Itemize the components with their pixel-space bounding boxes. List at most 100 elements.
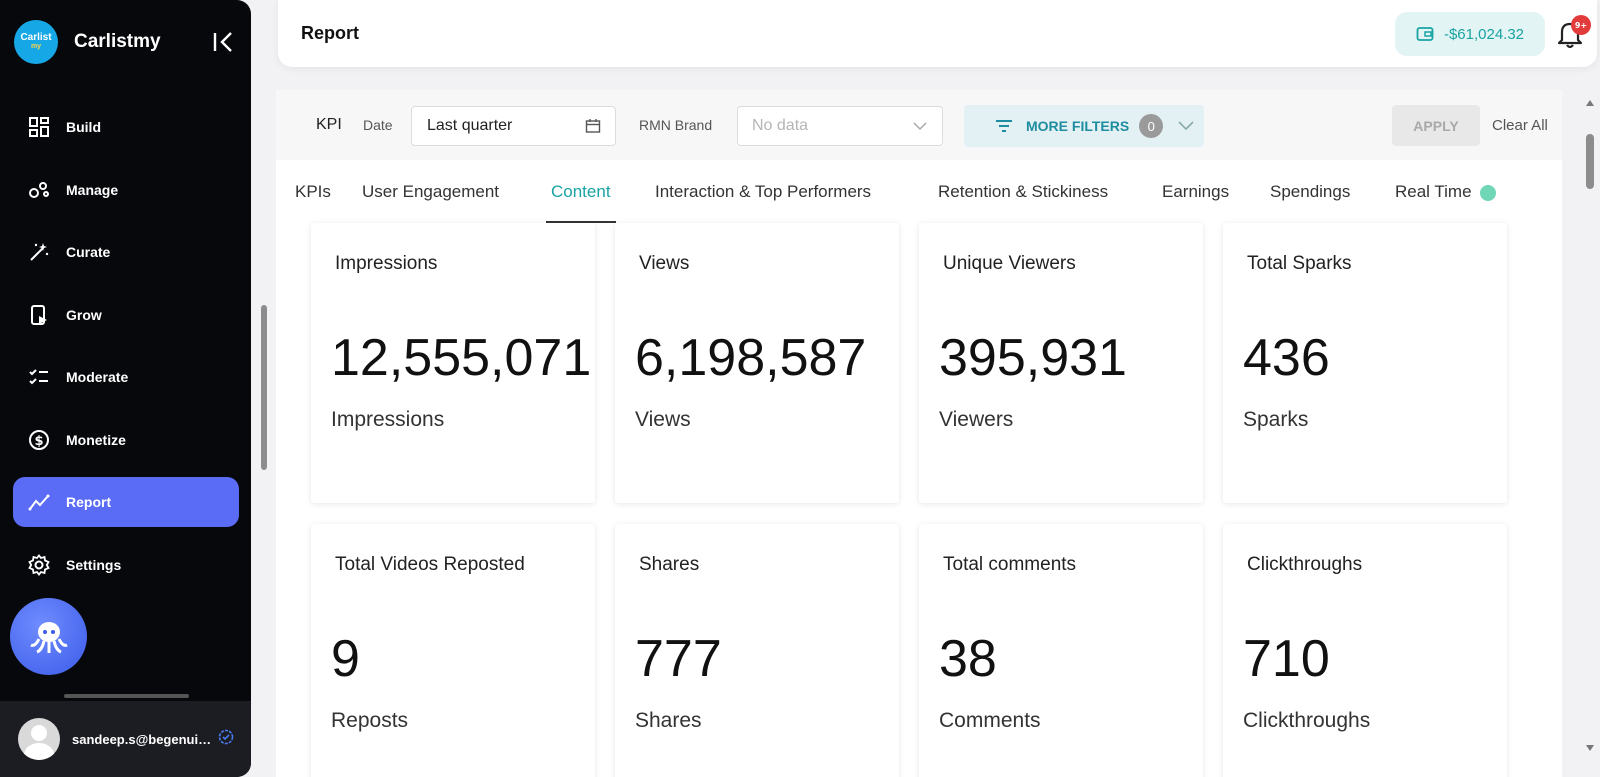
sidebar-nav: Build Manage Curate Grow Moderate <box>13 102 239 602</box>
sidebar-item-curate[interactable]: Curate <box>13 227 239 277</box>
metric-card-total-sparks: Total Sparks 436 Sparks <box>1223 223 1507 503</box>
filter-bar: KPI Date Last quarter RMN Brand No data … <box>276 90 1562 160</box>
rmn-brand-placeholder: No data <box>752 117 809 134</box>
sidebar: Carlist my Carlistmy Build Manage <box>0 0 251 777</box>
metric-unit: Impressions <box>331 408 445 431</box>
metric-card-shares: Shares 777 Shares <box>615 524 899 777</box>
metric-title: Unique Viewers <box>943 253 1076 274</box>
report-content: KPI Date Last quarter RMN Brand No data … <box>276 90 1576 777</box>
metric-card-impressions: Impressions 12,555,071 Impressions <box>311 223 595 503</box>
sidebar-item-moderate[interactable]: Moderate <box>13 352 239 402</box>
tab-real-time[interactable]: Real Time <box>1395 160 1496 223</box>
checklist-icon <box>28 366 50 388</box>
metric-value: 710 <box>1243 630 1330 688</box>
clear-all-button[interactable]: Clear All <box>1492 117 1548 134</box>
sidebar-item-build[interactable]: Build <box>13 102 239 152</box>
apply-button[interactable]: APPLY <box>1392 105 1480 146</box>
date-label: Date <box>363 117 393 133</box>
sidebar-item-label: Settings <box>66 556 122 573</box>
metric-card-videos-reposted: Total Videos Reposted 9 Reposts <box>311 524 595 777</box>
metric-value: 395,931 <box>939 329 1127 387</box>
sidebar-item-label: Grow <box>66 306 102 323</box>
sidebar-item-label: Report <box>66 494 112 510</box>
page-scrollbar[interactable] <box>261 305 267 470</box>
report-tabs: KPIs User Engagement Content Interaction… <box>276 160 1562 223</box>
metric-title: Impressions <box>335 253 438 274</box>
sidebar-scroll-handle[interactable] <box>64 694 189 698</box>
metric-unit: Viewers <box>939 408 1014 431</box>
verified-icon <box>218 729 234 749</box>
scroll-down-icon[interactable] <box>1585 737 1595 756</box>
trend-icon <box>28 491 50 513</box>
notification-badge: 9+ <box>1571 15 1591 35</box>
sidebar-item-label: Monetize <box>66 431 126 448</box>
metric-card-views: Views 6,198,587 Views <box>615 223 899 503</box>
metric-unit: Clickthroughs <box>1243 709 1371 732</box>
sidebar-item-label: Curate <box>66 244 111 260</box>
chevron-down-icon <box>912 119 928 138</box>
user-profile[interactable]: sandeep.s@begenuin.com <box>0 701 251 777</box>
metric-value: 9 <box>331 630 360 688</box>
filter-count-badge: 0 <box>1139 114 1164 138</box>
sidebar-item-grow[interactable]: Grow <box>13 290 239 340</box>
tab-user-engagement[interactable]: User Engagement <box>362 182 500 201</box>
content-scrollbar[interactable] <box>1583 92 1597 752</box>
manage-icon <box>28 179 50 201</box>
metric-title: Views <box>639 253 690 274</box>
metric-value: 777 <box>635 630 722 688</box>
wallet-balance[interactable]: -$61,024.32 <box>1395 12 1545 56</box>
tab-interaction-top-performers[interactable]: Interaction & Top Performers <box>655 182 872 201</box>
live-indicator-icon <box>1479 184 1496 201</box>
date-range-select[interactable]: Last quarter <box>411 106 616 146</box>
sidebar-item-monetize[interactable]: $ Monetize <box>13 415 239 465</box>
date-range-value: Last quarter <box>427 117 513 134</box>
metric-title: Shares <box>639 554 700 575</box>
brand-logo-subtext: my <box>30 43 42 50</box>
tab-content[interactable]: Content <box>546 160 616 223</box>
octopus-icon <box>29 621 68 653</box>
metric-value: 12,555,071 <box>331 329 592 387</box>
more-filters-label: MORE FILTERS <box>1026 118 1130 134</box>
user-email: sandeep.s@begenuin.com <box>72 731 212 747</box>
metric-card-total-comments: Total comments 38 Comments <box>919 524 1203 777</box>
dollar-icon: $ <box>28 429 50 451</box>
sidebar-item-report[interactable]: Report <box>13 477 239 527</box>
avatar <box>18 718 60 760</box>
magic-wand-icon <box>28 241 50 263</box>
calendar-icon <box>585 118 601 139</box>
gear-icon <box>28 553 50 576</box>
collapse-sidebar-icon[interactable] <box>211 30 239 54</box>
kpi-label: KPI <box>316 116 342 133</box>
svg-text:$: $ <box>34 434 43 449</box>
tab-retention-stickiness[interactable]: Retention & Stickiness <box>938 182 1109 201</box>
metric-unit: Views <box>635 408 691 431</box>
tab-spendings[interactable]: Spendings <box>1270 182 1351 201</box>
grow-icon <box>28 304 50 326</box>
metric-unit: Comments <box>939 709 1041 732</box>
brand-name: Carlistmy <box>74 31 161 52</box>
chevron-down-icon <box>1177 118 1195 135</box>
scroll-up-icon[interactable] <box>1585 92 1595 111</box>
metric-unit: Sparks <box>1243 408 1309 431</box>
tab-kpis[interactable]: KPIs <box>295 182 331 201</box>
top-header: Report -$61,024.32 9+ <box>278 0 1597 67</box>
sidebar-item-label: Manage <box>66 181 119 198</box>
sidebar-item-label: Moderate <box>66 369 129 385</box>
rmn-brand-select[interactable]: No data <box>737 106 943 146</box>
filter-icon <box>996 120 1012 132</box>
more-filters-button[interactable]: MORE FILTERS 0 <box>964 105 1204 147</box>
scroll-thumb[interactable] <box>1586 134 1594 189</box>
sidebar-item-manage[interactable]: Manage <box>13 165 239 215</box>
balance-amount: -$61,024.32 <box>1443 25 1525 43</box>
rmn-brand-label: RMN Brand <box>639 117 713 133</box>
tab-real-time-label: Real Time <box>1395 182 1472 201</box>
metric-card-clickthroughs: Clickthroughs 710 Clickthroughs <box>1223 524 1507 777</box>
page-title: Report <box>301 23 359 43</box>
octopus-assistant-button[interactable] <box>10 598 87 675</box>
metric-title: Total Sparks <box>1247 253 1352 274</box>
tab-earnings[interactable]: Earnings <box>1162 182 1230 201</box>
sidebar-item-settings[interactable]: Settings <box>13 540 239 590</box>
sidebar-item-label: Build <box>66 119 101 135</box>
metric-value: 436 <box>1243 329 1330 387</box>
metric-unit: Reposts <box>331 709 409 732</box>
